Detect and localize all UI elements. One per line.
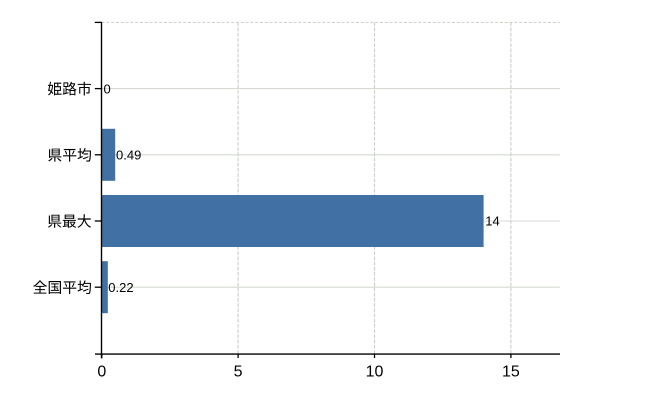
svg-text:14: 14 <box>485 214 499 229</box>
svg-text:0: 0 <box>104 81 111 96</box>
svg-text:0.49: 0.49 <box>116 148 141 163</box>
svg-text:0.22: 0.22 <box>108 280 133 295</box>
svg-text:10: 10 <box>366 364 384 381</box>
svg-text:0: 0 <box>97 364 106 381</box>
svg-text:5: 5 <box>234 364 243 381</box>
svg-text:15: 15 <box>502 364 520 381</box>
